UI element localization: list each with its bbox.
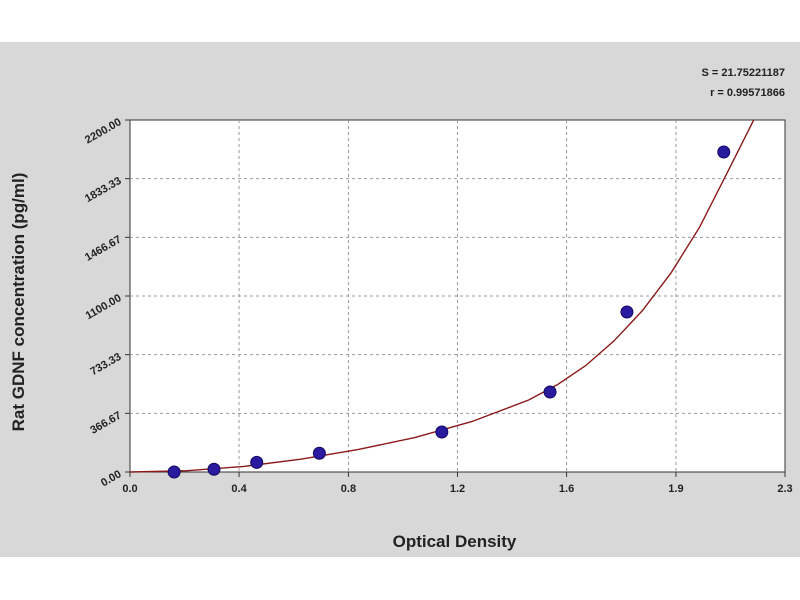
y-axis-title: Rat GDNF concentration (pg/ml): [9, 173, 28, 432]
data-point: [435, 425, 449, 439]
data-point: [717, 145, 731, 159]
y-tick-label: 1466.67: [83, 234, 123, 264]
x-tick-label: 0.8: [341, 483, 356, 495]
stat-r: r = 0.99571866: [710, 87, 785, 99]
chart-area: 0.0 0.4 0.8 1.2 1.6 1.9 2.3 0.00 366.67 733.33 110…: [0, 42, 800, 557]
y-tick-label: 0.00: [99, 468, 124, 489]
x-tick-label: 1.9: [668, 483, 683, 495]
data-point: [250, 455, 264, 469]
x-tick-label: 1.2: [450, 483, 465, 495]
stat-s: S = 21.75221187: [702, 67, 786, 79]
x-tick-label: 0.0: [122, 483, 137, 495]
y-tick-label: 1833.33: [83, 175, 123, 205]
data-point: [167, 465, 181, 479]
x-tick-label: 2.3: [777, 483, 792, 495]
calibration-chart: 0.0 0.4 0.8 1.2 1.6 1.9 2.3 0.00 366.67 733.33 110…: [9, 67, 793, 551]
data-point: [312, 446, 326, 460]
y-tick-label: 2200.00: [83, 116, 123, 146]
x-axis-title: Optical Density: [393, 532, 517, 551]
y-tick-label: 366.67: [88, 410, 123, 437]
y-tick-label: 1100.00: [84, 292, 124, 322]
y-tick-label: 733.33: [88, 351, 123, 378]
data-point: [543, 385, 557, 399]
x-tick-label: 0.4: [231, 483, 247, 495]
data-point: [207, 462, 221, 476]
data-point: [620, 305, 634, 319]
x-tick-label: 1.6: [559, 483, 574, 495]
fit-curve: [129, 119, 755, 473]
